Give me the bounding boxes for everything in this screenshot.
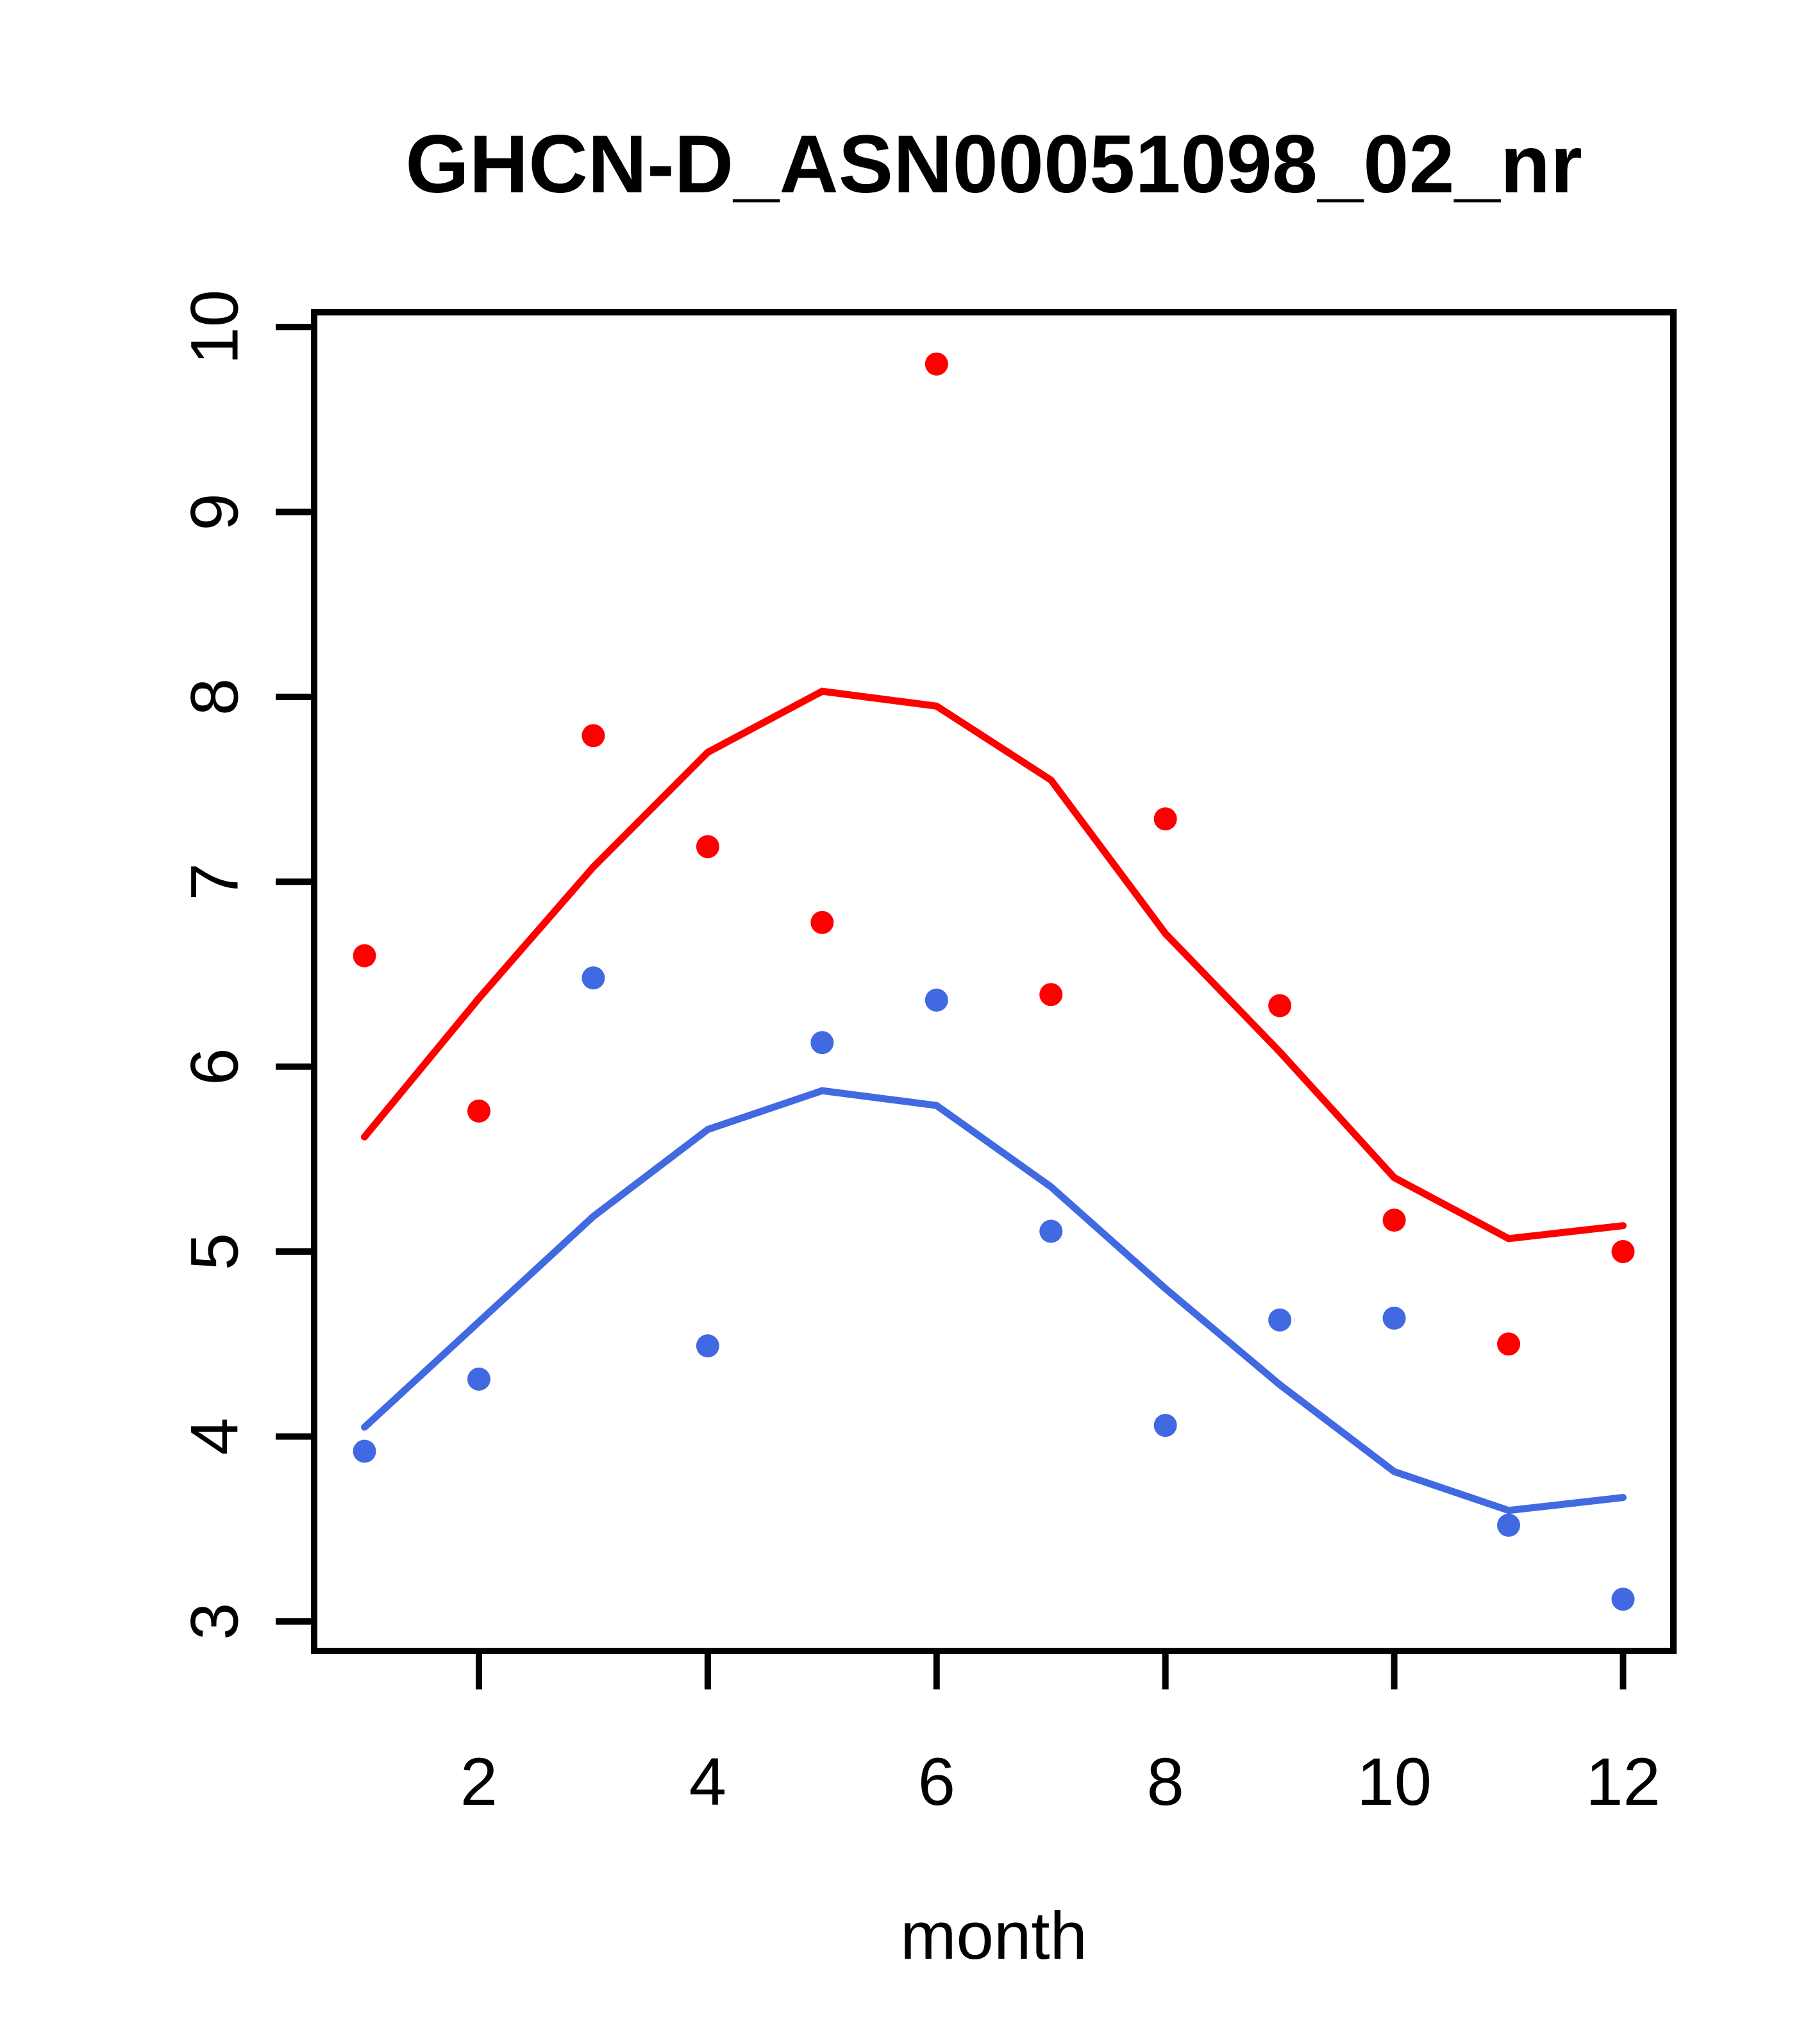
x-axis-ticks	[475, 1651, 1627, 1689]
y-axis-ticks	[276, 324, 314, 1625]
blue-point	[1382, 1306, 1406, 1330]
series-lines	[361, 687, 1627, 1514]
x-axis-label: month	[900, 1898, 1087, 1973]
x-tick-label: 6	[918, 1745, 955, 1820]
blue-point	[1268, 1308, 1292, 1332]
blue-point	[696, 1334, 719, 1358]
series-points	[353, 352, 1635, 1611]
red-point	[1153, 807, 1177, 831]
x-tick-label: 8	[1146, 1745, 1184, 1820]
red-line	[361, 687, 1627, 1243]
y-tick-label: 10	[178, 290, 253, 365]
blue-point	[467, 1368, 490, 1391]
x-tick-label: 4	[689, 1745, 726, 1820]
blue-point	[1153, 1414, 1177, 1437]
red-point	[1611, 1240, 1635, 1264]
plot-box	[311, 309, 1677, 1654]
red-point	[696, 835, 719, 859]
blue-line	[361, 1087, 1627, 1514]
y-axis-tick-labels: 3 4 5 6 7 8 9 10	[178, 290, 253, 1640]
blue-point	[353, 1439, 376, 1463]
blue-point	[1497, 1513, 1521, 1537]
y-tick-label: 9	[178, 493, 253, 530]
blue-point	[810, 1031, 834, 1055]
y-tick-label: 5	[178, 1233, 253, 1270]
red-point	[1039, 983, 1063, 1007]
page-title: GHCN-D_ASN00051098_02_nr	[405, 119, 1582, 210]
red-point	[1382, 1209, 1406, 1232]
x-axis-tick-labels: 2 4 6 8 10 12	[460, 1745, 1661, 1820]
blue-point	[1039, 1219, 1063, 1243]
red-point	[1497, 1332, 1521, 1356]
red-point	[353, 944, 376, 968]
blue-point	[925, 988, 948, 1012]
x-tick-label: 12	[1586, 1745, 1661, 1820]
y-tick-label: 7	[178, 863, 253, 900]
y-tick-label: 4	[178, 1418, 253, 1455]
blue-point	[582, 966, 605, 990]
x-tick-label: 2	[460, 1745, 498, 1820]
red-point	[1268, 994, 1292, 1018]
x-tick-label: 10	[1357, 1745, 1432, 1820]
y-tick-label: 6	[178, 1048, 253, 1085]
red-point	[467, 1099, 490, 1123]
red-point	[582, 724, 605, 748]
y-tick-label: 3	[178, 1603, 253, 1640]
red-point	[925, 352, 948, 376]
blue-point	[1611, 1587, 1635, 1611]
red-point	[810, 910, 834, 934]
y-tick-label: 8	[178, 678, 253, 716]
